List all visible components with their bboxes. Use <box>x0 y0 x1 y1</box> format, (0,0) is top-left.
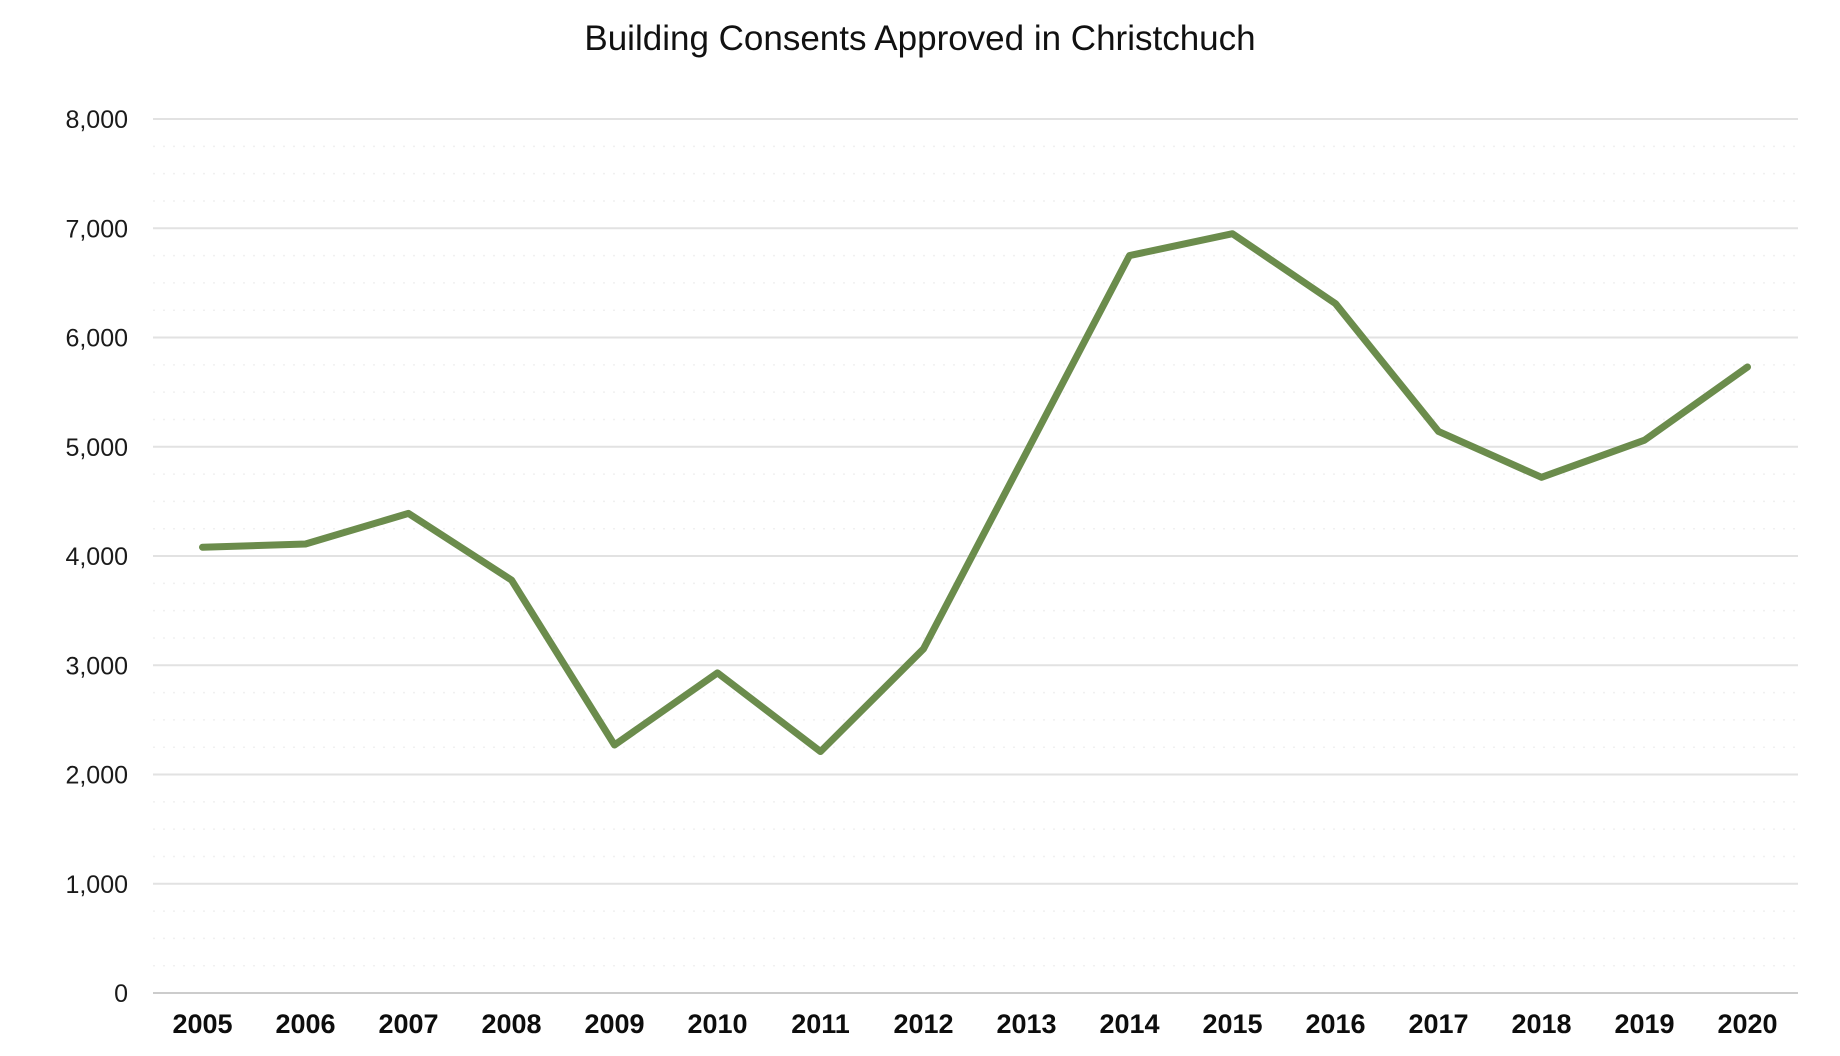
y-axis-tick-label: 8,000 <box>65 106 128 134</box>
y-axis-tick-label: 7,000 <box>65 215 128 243</box>
x-axis-tick-label: 2012 <box>893 1009 953 1039</box>
x-axis-tick-label: 2020 <box>1717 1009 1777 1039</box>
y-axis-tick-label: 5,000 <box>65 434 128 462</box>
y-axis-tick-label: 0 <box>114 980 128 1008</box>
building-consents-data-line <box>199 230 1751 756</box>
x-axis-tick-label: 2015 <box>1202 1009 1262 1039</box>
x-axis-tick-label: 2005 <box>172 1009 232 1039</box>
y-axis-tick-label: 6,000 <box>65 325 128 353</box>
y-axis-tick-label: 4,000 <box>65 543 128 571</box>
chart-title: Building Consents Approved in Christchuc… <box>584 19 1256 58</box>
x-axis-tick-label: 2018 <box>1511 1009 1571 1039</box>
x-axis-tick-label: 2011 <box>791 1009 850 1039</box>
x-axis-tick-label: 2007 <box>378 1009 438 1039</box>
x-axis-tick-label: 2006 <box>275 1009 335 1039</box>
y-axis-tick-label: 1,000 <box>65 871 128 899</box>
x-axis-tick-label: 2010 <box>687 1009 747 1039</box>
x-axis-tick-label: 2008 <box>481 1009 541 1039</box>
x-axis-tick-label: 2009 <box>584 1009 644 1039</box>
x-axis-tick-label: 2013 <box>996 1009 1056 1039</box>
x-axis-tick-label: 2017 <box>1408 1009 1468 1039</box>
x-axis-tick-label: 2016 <box>1305 1009 1365 1039</box>
y-axis-tick-label: 3,000 <box>65 652 128 680</box>
x-axis-tick-label: 2019 <box>1614 1009 1674 1039</box>
x-axis-tick-label: 2014 <box>1099 1009 1159 1039</box>
y-axis-tick-label: 2,000 <box>65 762 128 790</box>
